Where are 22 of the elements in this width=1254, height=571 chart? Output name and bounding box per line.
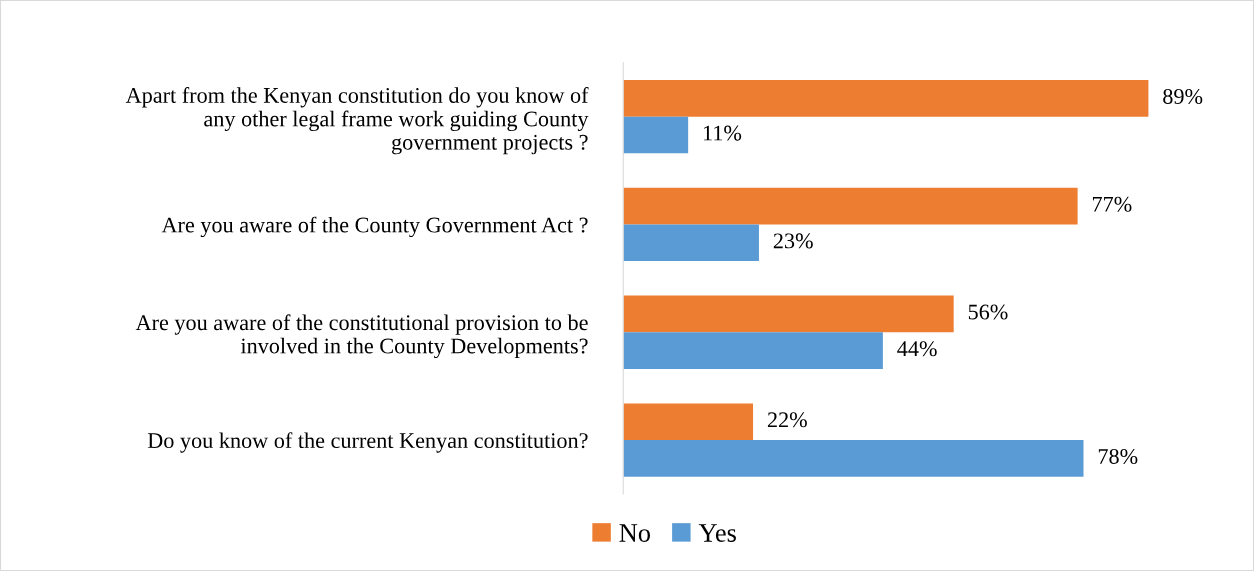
data-label: 23% bbox=[773, 233, 813, 249]
bar bbox=[623, 116, 689, 154]
y-tick-label: Are you aware of the County Government Act ? bbox=[161, 216, 588, 238]
y-tick-label: Are you aware of the constitutional provision to be involved in the County Developments? bbox=[135, 314, 588, 359]
data-label: 22% bbox=[767, 412, 807, 428]
bar bbox=[623, 440, 1084, 477]
data-label: 11% bbox=[703, 125, 742, 141]
bar bbox=[623, 187, 1078, 225]
bar bbox=[623, 332, 883, 369]
bar bbox=[623, 224, 759, 262]
bar bbox=[623, 80, 1149, 117]
y-tick-label: Apart from the Kenyan constitution do you know of any other legal frame work guiding County government projects ? bbox=[125, 87, 589, 155]
data-label: 44% bbox=[897, 341, 937, 357]
bar bbox=[623, 403, 754, 441]
legend-label: Yes bbox=[698, 524, 736, 542]
data-label: 56% bbox=[968, 304, 1008, 320]
y-tick-label: Do you know of the current Kenyan constitution? bbox=[147, 432, 588, 453]
bar bbox=[623, 295, 954, 333]
data-label: 78% bbox=[1098, 448, 1138, 464]
legend-label: No bbox=[619, 524, 650, 542]
data-label: 89% bbox=[1163, 88, 1203, 105]
data-label: 77% bbox=[1092, 196, 1132, 212]
